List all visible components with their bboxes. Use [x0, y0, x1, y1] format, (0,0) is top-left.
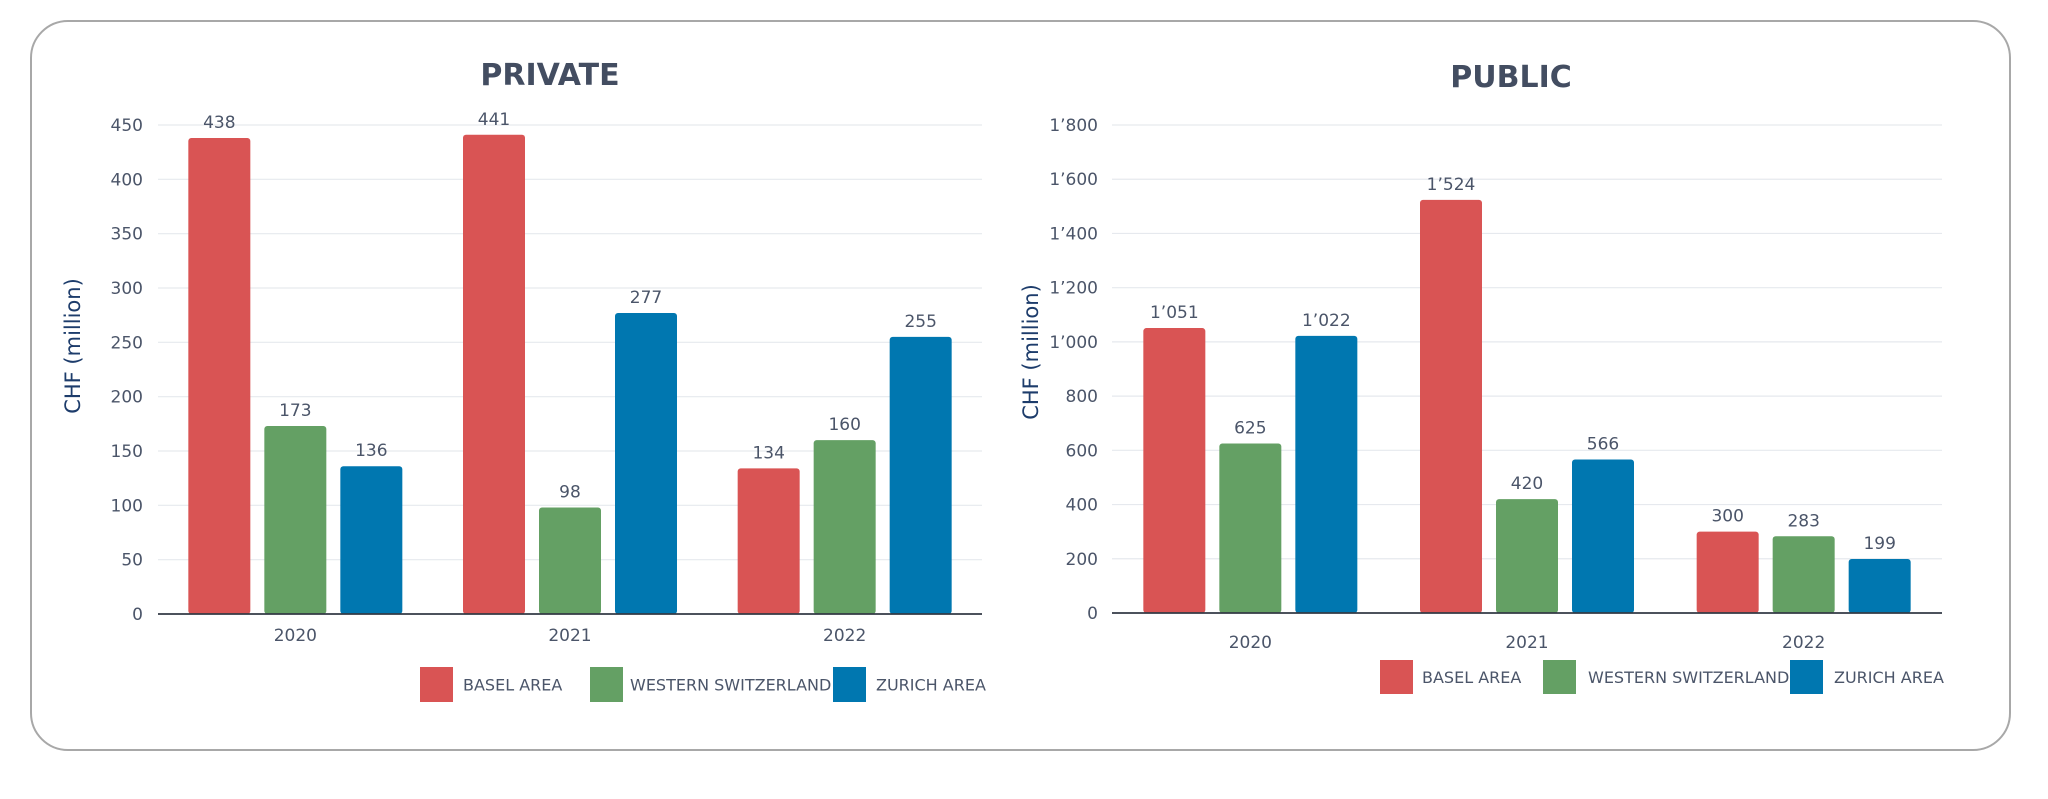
public-y-tick-label: 800	[1066, 387, 1098, 407]
public-bar-2020-basel-area	[1143, 328, 1206, 613]
public-data-label: 566	[1587, 435, 1619, 455]
public-data-label: 1’524	[1427, 175, 1476, 195]
public-legend-label: BASEL AREA	[1422, 668, 1521, 687]
public-y-tick-label: 400	[1066, 496, 1098, 516]
public-data-label: 625	[1234, 419, 1266, 439]
private-bar-2022-western-switzerland	[813, 440, 876, 614]
private-y-tick-label: 450	[111, 116, 143, 136]
private-data-label: 277	[630, 288, 662, 308]
private-data-label: 438	[203, 113, 235, 133]
public-data-label: 283	[1787, 511, 1819, 531]
private-bar-2020-western-switzerland	[264, 426, 327, 614]
private-y-tick-label: 350	[111, 225, 143, 245]
private-x-tick-label: 2021	[548, 626, 591, 646]
private-bar-2021-zurich-area	[615, 312, 677, 614]
public-y-tick-label: 0	[1087, 604, 1098, 624]
private-y-tick-label: 150	[111, 442, 143, 462]
private-y-tick-label: 50	[121, 551, 143, 571]
public-y-tick-label: 1’400	[1049, 224, 1098, 244]
private-data-label: 136	[355, 441, 387, 461]
private-legend-swatch-western-switzerland	[590, 667, 623, 702]
private-y-tick-label: 400	[111, 170, 143, 190]
private-y-tick-label: 100	[111, 496, 143, 516]
public-data-label: 199	[1863, 534, 1895, 554]
public-x-tick-label: 2020	[1229, 633, 1272, 653]
public-y-tick-label: 200	[1066, 550, 1098, 570]
private-data-label: 134	[752, 443, 784, 463]
private-legend-label: BASEL AREA	[463, 676, 562, 695]
private-data-label: 160	[828, 415, 860, 435]
public-bar-2021-basel-area	[1420, 199, 1482, 613]
public-bar-2020-western-switzerland	[1219, 443, 1282, 613]
private-chart-title: PRIVATE	[480, 58, 619, 93]
public-bar-2021-zurich-area	[1572, 459, 1634, 613]
private-bar-2022-basel-area	[737, 468, 800, 614]
public-x-tick-label: 2021	[1505, 633, 1548, 653]
public-y-tick-label: 1’800	[1049, 116, 1098, 136]
private-data-label: 98	[559, 483, 581, 503]
public-data-label: 1’051	[1150, 303, 1199, 323]
public-y-tick-label: 1’200	[1049, 279, 1098, 299]
private-y-tick-label: 300	[111, 279, 143, 299]
public-legend-swatch-basel-area	[1380, 660, 1413, 694]
public-y-tick-label: 1’000	[1049, 333, 1098, 353]
public-bar-2022-basel-area	[1696, 531, 1759, 613]
public-bar-2022-zurich-area	[1848, 559, 1911, 613]
public-legend-swatch-zurich-area	[1790, 660, 1823, 694]
public-y-axis-title: CHF (million)	[1019, 284, 1043, 420]
public-legend-swatch-western-switzerland	[1543, 660, 1576, 694]
private-bar-2022-zurich-area	[889, 336, 952, 614]
public-chart-title: PUBLIC	[1450, 60, 1572, 95]
public-legend-label: ZURICH AREA	[1834, 668, 1944, 687]
private-x-tick-label: 2022	[823, 626, 866, 646]
private-legend-label: WESTERN SWITZERLAND	[630, 676, 831, 695]
private-data-label: 441	[478, 110, 510, 130]
private-data-label: 173	[279, 401, 311, 421]
private-y-axis-title: CHF (million)	[61, 278, 85, 414]
public-data-label: 300	[1711, 507, 1743, 527]
public-bar-2020-zurich-area	[1295, 335, 1358, 613]
public-bar-2022-western-switzerland	[1772, 536, 1835, 613]
private-bar-2020-zurich-area	[340, 466, 403, 614]
public-bar-2021-western-switzerland	[1496, 499, 1558, 613]
private-x-tick-label: 2020	[274, 626, 317, 646]
private-bar-2021-western-switzerland	[539, 507, 601, 614]
public-y-tick-label: 1’600	[1049, 170, 1098, 190]
private-data-label: 255	[904, 312, 936, 332]
private-y-tick-label: 0	[132, 605, 143, 625]
private-legend-swatch-basel-area	[420, 667, 453, 702]
public-data-label: 420	[1511, 474, 1543, 494]
private-legend-label: ZURICH AREA	[876, 676, 986, 695]
private-bar-2021-basel-area	[463, 134, 525, 614]
private-y-tick-label: 250	[111, 333, 143, 353]
private-y-tick-label: 200	[111, 388, 143, 408]
public-legend-label: WESTERN SWITZERLAND	[1588, 668, 1789, 687]
private-bar-2020-basel-area	[188, 138, 251, 615]
public-data-label: 1’022	[1302, 311, 1351, 331]
public-y-tick-label: 600	[1066, 441, 1098, 461]
public-x-tick-label: 2022	[1782, 633, 1825, 653]
private-legend-swatch-zurich-area	[833, 667, 866, 702]
charts-card	[30, 20, 2011, 751]
